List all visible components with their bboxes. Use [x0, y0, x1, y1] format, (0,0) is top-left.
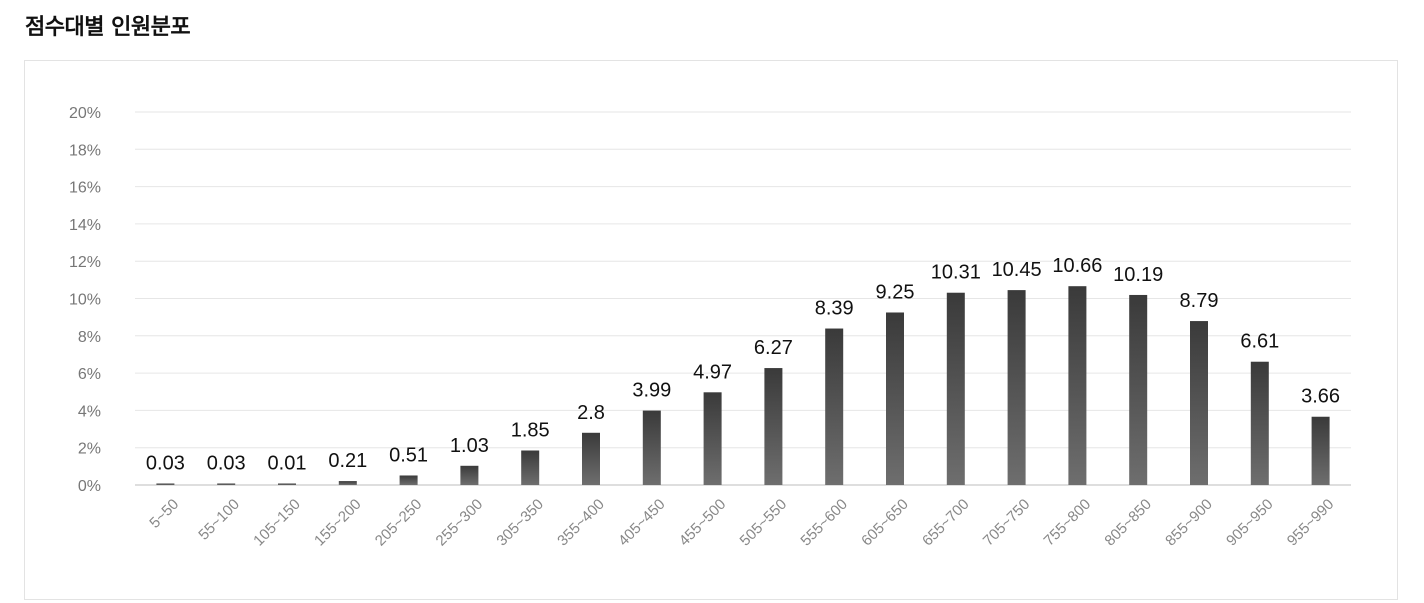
bars [156, 286, 1330, 485]
data-label: 10.31 [931, 262, 981, 284]
data-label: 0.51 [389, 444, 428, 466]
bar [825, 328, 844, 485]
bar [1068, 286, 1087, 485]
data-label: 6.61 [1240, 331, 1279, 353]
bar [460, 465, 479, 485]
data-label: 0.03 [146, 453, 185, 475]
x-tick-label: 555~600 [797, 496, 851, 550]
data-label: 0.21 [328, 450, 367, 472]
x-tick-label: 655~700 [919, 496, 973, 550]
data-label: 0.03 [207, 453, 246, 475]
data-label: 1.03 [450, 435, 489, 457]
x-tick-label: 605~650 [858, 496, 912, 550]
page-title: 점수대별 인원분포 [25, 15, 191, 40]
x-tick-label: 105~150 [250, 496, 304, 550]
x-tick-label: 355~400 [554, 496, 608, 550]
y-tick-label: 6% [78, 366, 101, 383]
y-tick-label: 2% [78, 441, 101, 458]
x-tick-label: 5~50 [146, 496, 182, 532]
bar [278, 483, 296, 485]
x-tick-label: 255~300 [433, 496, 487, 550]
y-axis-ticks: 0% 2% 4% 6% 8% 10% 12% 14% 16% 18% 20% [69, 105, 101, 495]
data-label: 10.45 [992, 259, 1042, 281]
bar [217, 483, 236, 485]
bar [156, 483, 175, 485]
x-tick-label: 155~200 [311, 496, 365, 550]
y-tick-label: 0% [78, 478, 101, 495]
grid-lines [135, 111, 1351, 486]
bar-chart: 0%2%4%6%8%10%12%14%16%18%20% 0.03 0.03 0.0… [69, 105, 1351, 550]
y-tick-label: 12% [69, 254, 101, 271]
data-label: 8.79 [1180, 290, 1219, 312]
data-label: 0.01 [268, 453, 307, 475]
bar [582, 432, 600, 485]
data-label: 10.66 [1052, 255, 1102, 277]
x-tick-label: 305~350 [493, 496, 547, 550]
bar [1250, 361, 1269, 485]
y-tick-label: 14% [69, 217, 101, 234]
x-tick-label: 805~850 [1101, 496, 1155, 550]
y-tick-label: 16% [69, 180, 101, 197]
data-label: 10.19 [1113, 264, 1163, 286]
data-label: 3.99 [632, 380, 671, 402]
x-tick-label: 505~550 [737, 496, 791, 550]
data-label: 8.39 [815, 298, 854, 320]
x-tick-label: 405~450 [615, 496, 669, 550]
x-tick-label: 955~990 [1284, 496, 1338, 550]
x-tick-label: 855~900 [1162, 496, 1216, 550]
bar [1311, 416, 1330, 485]
x-tick-label: 755~800 [1041, 496, 1095, 550]
x-tick-label: 205~250 [372, 496, 426, 550]
y-tick-label: 10% [69, 292, 101, 309]
x-tick-label: 705~750 [980, 496, 1034, 550]
data-label: 1.85 [511, 419, 550, 441]
data-label: 2.8 [577, 402, 605, 424]
y-tick-label: 18% [69, 142, 101, 159]
bar [703, 392, 722, 485]
bar [1129, 294, 1148, 485]
chart-card: 0% 2% 4% 6% 8% 10% 12% 14% 16% 18% 20% 0.03 0.03 0.0… [24, 60, 1398, 600]
x-tick-label: 55~100 [195, 496, 243, 544]
y-tick-label: 20% [69, 105, 101, 122]
data-label: 3.66 [1301, 386, 1340, 408]
x-tick-label: 905~950 [1223, 496, 1277, 550]
bar [399, 475, 418, 485]
data-label: 6.27 [754, 337, 793, 359]
data-labels: 0.03 0.03 0.01 0.21 0.51 1.03 1.85 2.8 3.99 4.97 6… [146, 255, 1340, 474]
x-axis-ticks: 5~50 55~100 105~150 155~200 205~250 255~300 30… [146, 496, 1337, 550]
x-tick-label: 455~500 [676, 496, 730, 550]
bar [1190, 321, 1208, 485]
bar [886, 312, 904, 485]
data-label: 4.97 [693, 361, 732, 383]
bar [764, 368, 783, 485]
y-tick-label: 8% [78, 329, 101, 346]
y-tick-label: 4% [78, 403, 101, 420]
bar [521, 450, 540, 485]
bar [642, 410, 661, 485]
bar [338, 481, 357, 485]
bar [946, 292, 965, 485]
bar [1007, 290, 1026, 485]
data-label: 9.25 [876, 281, 915, 303]
